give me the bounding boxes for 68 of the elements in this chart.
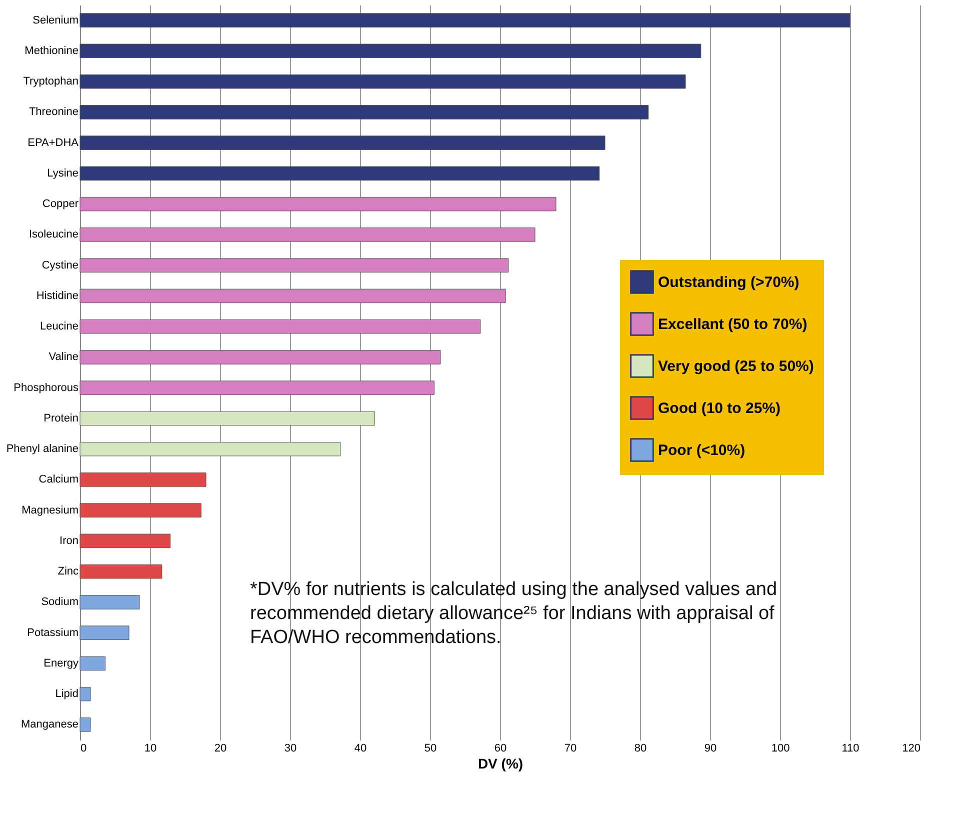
y-tick-label: Energy: [44, 657, 79, 670]
y-tick-label: Histidine: [36, 290, 78, 302]
x-tick-label: 110: [842, 742, 860, 754]
bar: [80, 411, 375, 426]
bar: [80, 44, 702, 58]
bar: [80, 534, 171, 548]
x-tick-label: 100: [771, 742, 790, 754]
bar: [80, 196, 556, 212]
x-tick-label: 80: [634, 742, 647, 754]
bar: [80, 74, 686, 89]
y-tick-label: Potassium: [27, 626, 78, 639]
bar: [80, 656, 106, 671]
x-tick-label: 70: [564, 742, 577, 754]
bar: [80, 626, 130, 640]
y-tick-label: Cystine: [42, 259, 78, 272]
y-tick-label: Iron: [60, 534, 78, 547]
y-tick-label: Phenyl alanine: [6, 443, 78, 456]
x-tick-label: 60: [494, 742, 507, 754]
bar: [80, 258, 509, 272]
y-tick-label: Sodium: [41, 596, 78, 608]
bar: [80, 350, 441, 364]
y-tick-label: Methionine: [24, 44, 78, 57]
bar: [80, 595, 140, 610]
legend-label: Good (10 to 25%): [658, 400, 781, 417]
bar: [80, 319, 481, 334]
bar: [80, 105, 649, 120]
y-tick-label: Manganese: [21, 718, 78, 731]
y-tick-label: Tryptophan: [23, 76, 78, 88]
bar: [80, 503, 202, 518]
y-tick-label: Phosphorous: [14, 382, 79, 394]
x-tick-label: 50: [424, 742, 437, 754]
y-tick-label: Lysine: [47, 167, 78, 180]
bar: [80, 166, 600, 181]
y-tick-label: EPA+DHA: [28, 136, 80, 149]
bar: [80, 288, 506, 304]
x-axis-title: DV (%): [478, 756, 524, 772]
x-tick-label: 40: [354, 742, 367, 754]
x-tick-label: 10: [144, 742, 157, 754]
y-tick-label: Selenium: [32, 14, 78, 26]
y-tick-label: Protein: [44, 412, 78, 424]
y-tick-label: Calcium: [38, 474, 78, 486]
bar: [80, 13, 850, 28]
y-tick-label: Threonine: [28, 106, 78, 118]
x-tick-label: 120: [902, 742, 920, 754]
legend-label: Very good (25 to 50%): [658, 358, 814, 375]
y-tick-label: Valine: [48, 351, 78, 364]
bar: [80, 136, 606, 150]
annotation: *DV% for nutrients is calculated using the analysed values and recommended dietary allowance²⁵ for Indians with appraisal of FAO/WHO recommendations.: [250, 579, 778, 648]
x-tick-label: 30: [284, 742, 297, 754]
bar: [80, 564, 162, 579]
y-tick-label: Copper: [42, 198, 79, 210]
y-tick-label: Leucine: [40, 320, 78, 333]
bar: [80, 718, 91, 732]
y-tick-label: Lipid: [55, 688, 78, 700]
bar: [80, 228, 536, 242]
legend-label: Poor (<10%): [658, 442, 746, 459]
x-tick-label: 90: [704, 742, 717, 754]
y-tick-label: Zinc: [58, 566, 79, 578]
bar: [80, 472, 206, 487]
legend-label: Outstanding (>70%): [658, 274, 800, 291]
legend-label: Excellant (50 to 70%): [658, 316, 808, 333]
bar: [80, 442, 341, 456]
x-tick-label: 20: [214, 742, 227, 754]
x-tick-label: 0: [80, 742, 87, 754]
bar: [80, 380, 434, 395]
bar: [80, 686, 91, 702]
y-tick-label: Magnesium: [22, 504, 78, 516]
y-tick-label: Isoleucine: [28, 228, 78, 241]
